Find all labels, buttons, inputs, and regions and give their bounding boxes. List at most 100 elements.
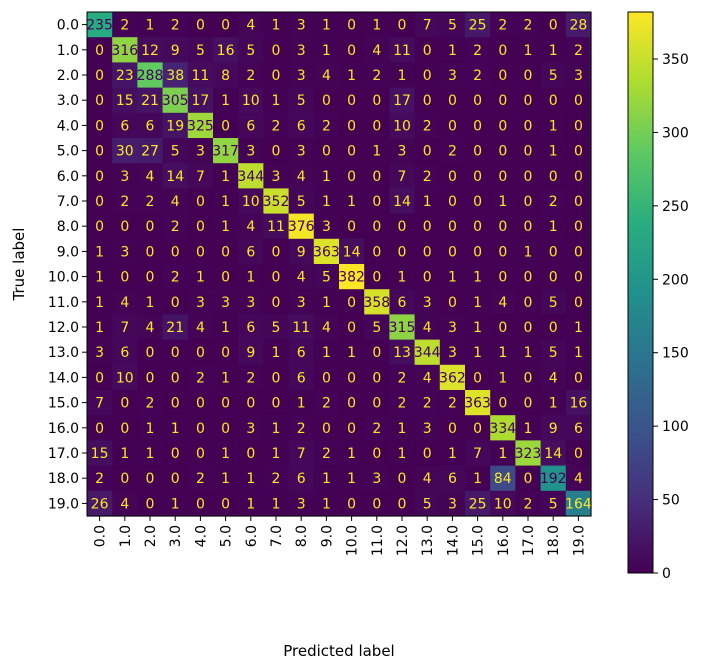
cell-value-label: 0 <box>272 144 281 160</box>
cell-value-label: 2 <box>524 18 533 34</box>
heatmap-cell <box>238 163 264 189</box>
heatmap-cell <box>490 314 516 341</box>
cell-value-label: 0 <box>246 396 255 412</box>
cell-value-label: 0 <box>498 219 507 235</box>
cell-value-label: 0 <box>221 345 230 361</box>
cell-value-label: 4 <box>574 471 583 487</box>
cell-value-label: 0 <box>398 244 407 260</box>
cell-value-label: 1 <box>347 68 356 84</box>
heatmap-cell <box>515 339 542 366</box>
cell-value-label: 6 <box>120 118 129 134</box>
cell-value-label: 362 <box>439 370 466 386</box>
heatmap-cell <box>263 440 290 467</box>
cell-value-label: 5 <box>322 270 331 286</box>
cell-value-label: 1 <box>347 446 356 462</box>
cell-value-label: 1 <box>549 43 558 59</box>
heatmap-cell <box>112 264 138 290</box>
cell-value-label: 0 <box>171 446 180 462</box>
cell-value-label: 1 <box>498 345 507 361</box>
cell-value-label: 3 <box>448 345 457 361</box>
cell-value-label: 0 <box>398 18 407 34</box>
cell-value-label: 6 <box>297 471 306 487</box>
heatmap-cell <box>238 112 264 139</box>
cell-value-label: 0 <box>196 244 205 260</box>
y-tick-label: 0.0 <box>57 18 79 34</box>
cell-value-label: 1 <box>120 446 129 462</box>
cell-value-label: 305 <box>162 93 189 109</box>
y-tick-label: 2.0 <box>57 68 79 84</box>
heatmap-cell <box>389 364 416 391</box>
heatmap-cell <box>213 163 239 189</box>
heatmap-cell <box>137 163 164 189</box>
heatmap-cell <box>213 364 239 391</box>
cell-value-label: 0 <box>398 471 407 487</box>
heatmap-cell <box>339 339 365 366</box>
heatmap-cell <box>213 188 239 215</box>
heatmap-cell <box>137 314 164 341</box>
heatmap-cell <box>137 289 164 315</box>
cell-value-label: 0 <box>347 421 356 437</box>
cell-value-label: 1 <box>574 345 583 361</box>
heatmap-cell <box>540 490 567 517</box>
heatmap-cell <box>565 213 592 240</box>
heatmap-cell <box>364 289 390 315</box>
cell-value-label: 7 <box>473 446 482 462</box>
cell-value-label: 0 <box>372 396 381 412</box>
heatmap-cell <box>490 490 516 517</box>
cell-value-label: 16 <box>569 396 587 412</box>
colorbar-tick-label: 300 <box>662 125 689 141</box>
colorbar <box>627 11 654 574</box>
heatmap-cell <box>389 390 416 416</box>
cell-value-label: 1 <box>221 169 230 185</box>
heatmap-cell <box>389 440 416 467</box>
heatmap-cell <box>414 490 441 517</box>
heatmap-cell <box>540 213 567 240</box>
cell-value-label: 0 <box>196 194 205 210</box>
heatmap-cell <box>465 490 491 517</box>
heatmap-cell <box>465 87 491 114</box>
heatmap-cell <box>288 289 315 315</box>
heatmap-cell <box>389 62 416 89</box>
cell-value-label: 1 <box>146 295 155 311</box>
cell-value-label: 5 <box>448 18 457 34</box>
cell-value-label: 1 <box>171 496 180 512</box>
heatmap-cell <box>213 264 239 290</box>
cell-value-label: 0 <box>95 194 104 210</box>
heatmap-cell <box>313 163 340 189</box>
cell-value-label: 0 <box>423 446 432 462</box>
heatmap-cell <box>439 213 466 240</box>
cell-value-label: 0 <box>473 244 482 260</box>
cell-value-label: 8 <box>221 68 230 84</box>
cell-value-label: 0 <box>196 345 205 361</box>
colorbar-tick-label: 150 <box>662 346 689 362</box>
cell-value-label: 0 <box>221 396 230 412</box>
heatmap-cell <box>339 314 365 341</box>
cell-value-label: 15 <box>116 93 134 109</box>
cell-value-label: 1 <box>347 345 356 361</box>
cell-value-label: 0 <box>549 93 558 109</box>
heatmap-cell <box>439 12 466 38</box>
cell-value-label: 317 <box>212 144 239 160</box>
heatmap-cell <box>389 213 416 240</box>
cell-value-label: 7 <box>297 446 306 462</box>
cell-value-label: 0 <box>146 471 155 487</box>
cell-value-label: 17 <box>191 93 209 109</box>
cell-value-label: 0 <box>524 370 533 386</box>
cell-value-label: 10 <box>242 93 260 109</box>
heatmap-cell <box>263 238 290 265</box>
plot-frame <box>86 11 592 517</box>
heatmap-cell <box>288 112 315 139</box>
heatmap-cell <box>364 264 390 290</box>
cell-value-label: 0 <box>322 370 331 386</box>
cell-value-label: 1 <box>95 320 104 336</box>
cell-value-label: 2 <box>120 18 129 34</box>
cell-value-label: 0 <box>95 68 104 84</box>
heatmap-cell <box>515 112 542 139</box>
heatmap-cell <box>439 465 466 492</box>
cell-value-label: 3 <box>423 421 432 437</box>
cell-value-label: 0 <box>423 244 432 260</box>
heatmap-cell <box>364 364 390 391</box>
heatmap-cell <box>87 112 113 139</box>
cell-value-label: 3 <box>246 421 255 437</box>
cell-value-label: 1 <box>398 270 407 286</box>
